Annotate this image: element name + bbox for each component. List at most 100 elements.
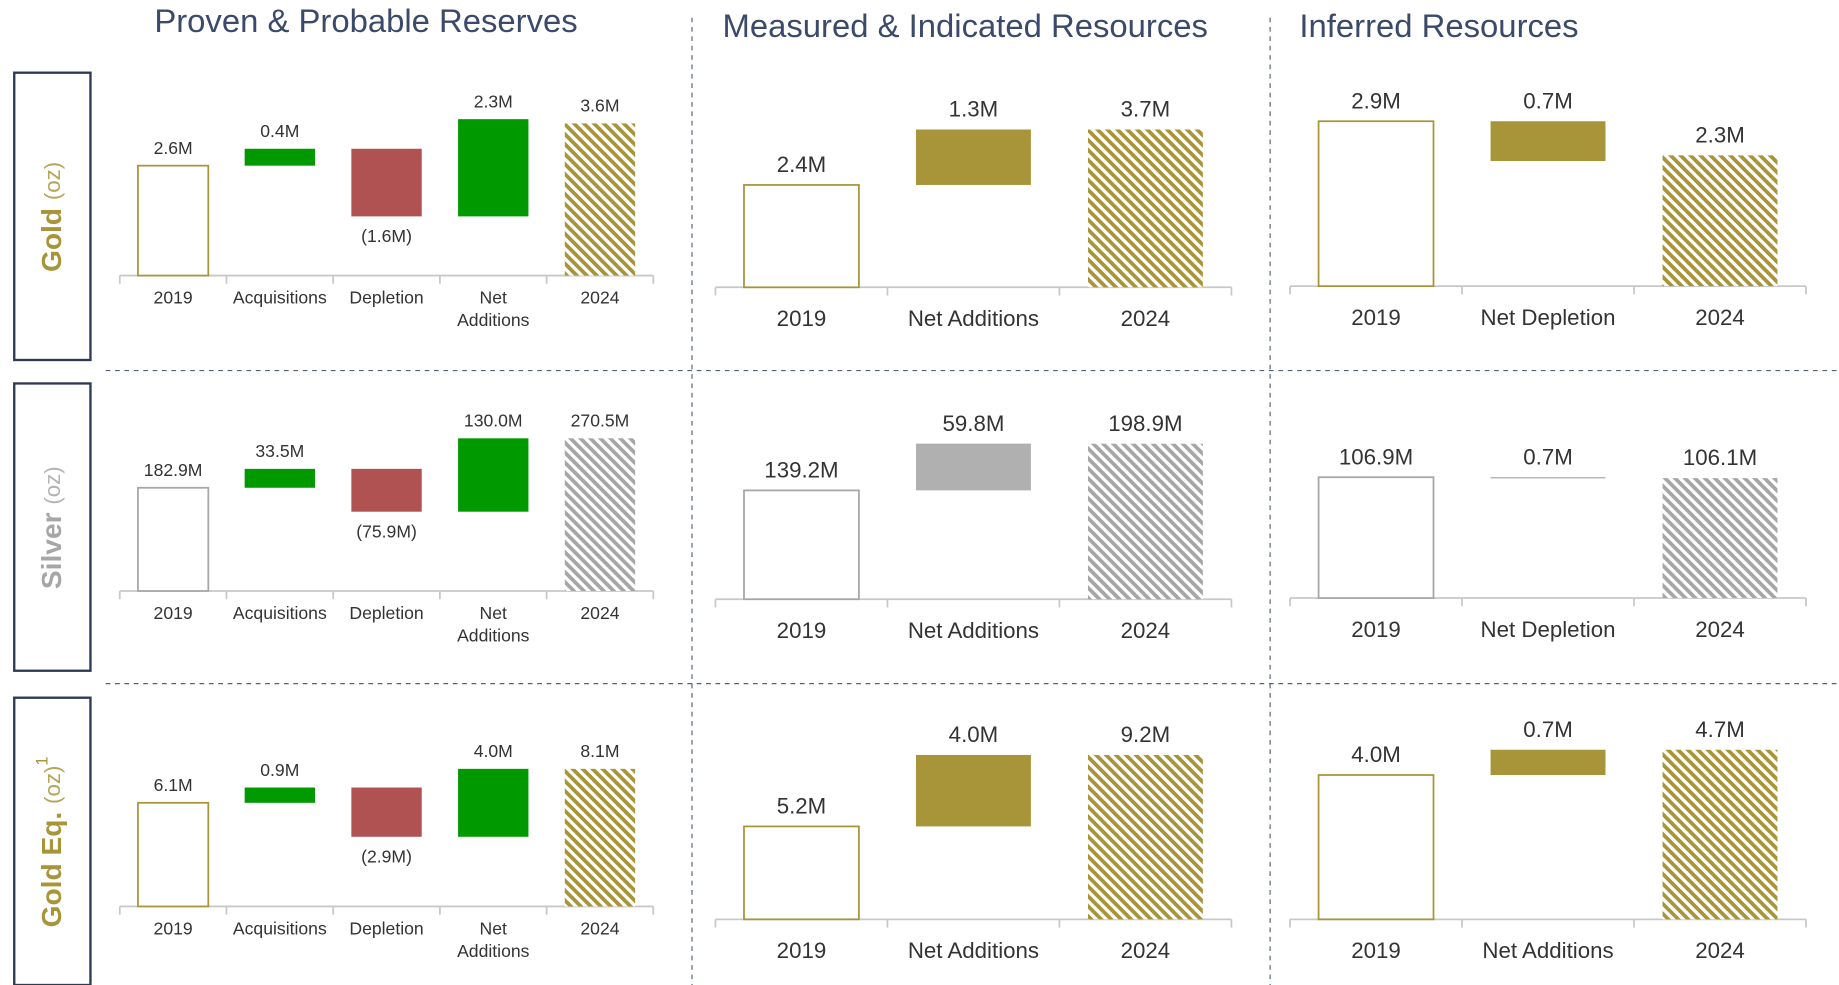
bar [1490,749,1606,776]
category-label: Net Depletion [1481,617,1616,642]
bar [915,129,1031,185]
category-label: Net Additions [908,618,1039,643]
category-label: 2019 [1351,938,1401,963]
bar [1317,120,1435,287]
value-label: 198.9M [1108,411,1182,436]
value-label: 182.9M [144,460,203,480]
value-label: 2.3M [1695,122,1744,147]
category-label: 2019 [1351,617,1401,642]
bar [564,438,636,591]
value-label: 4.0M [949,722,999,747]
value-label: 106.9M [1339,444,1413,469]
row-label: Gold Eq. (oz)1 [34,756,68,927]
bar [1317,476,1435,599]
value-label: 1.3M [949,97,999,122]
category-label: 2019 [777,618,827,643]
category-label: Net Additions [457,919,530,962]
category-label: 2024 [580,603,620,624]
value-label: 270.5M [571,411,630,431]
bar [458,768,529,837]
category-label: Acquisitions [232,919,327,940]
category-label: Net Additions [457,603,530,647]
category-label: Depletion [349,919,424,940]
bar [743,184,860,289]
bar [915,443,1031,491]
bar [137,801,210,908]
value-label: 0.9M [260,760,299,780]
value-label: 59.8M [942,411,1004,436]
bar [1087,443,1203,600]
category-label: 2019 [777,938,827,963]
bar [915,754,1031,827]
category-label: Net Additions [457,288,530,331]
value-label: 106.1M [1683,445,1757,470]
value-label: (75.9M) [356,521,417,541]
bar [458,119,529,217]
bar [1087,754,1203,920]
category-label: 2019 [1351,305,1401,330]
bar [458,438,529,512]
column-title: Inferred Resources [1299,7,1578,44]
row-unit: (oz) [40,766,65,804]
bar [1662,749,1778,920]
value-label: 2.9M [1351,88,1400,113]
row-name: Gold Eq. [37,812,68,928]
value-label: 2.4M [777,152,827,177]
row-box [13,71,92,362]
row-label: Gold (oz) [37,162,68,272]
column-title: Proven & Probable Reserves [154,2,577,39]
column-title: Measured & Indicated Resources [723,7,1208,44]
bar [351,148,422,217]
value-label: 5.2M [777,794,827,819]
category-label: 2024 [1695,305,1745,330]
bar [1317,774,1435,921]
category-label: 2024 [1121,938,1171,963]
row-name: Silver [37,512,68,589]
row-name: Gold [37,208,68,272]
category-label: Acquisitions [232,288,327,309]
category-label: Net Additions [908,938,1039,963]
bar [244,787,316,803]
value-label: 4.0M [1351,742,1400,767]
bar [743,489,860,601]
row-note: 1 [34,756,52,765]
bar [564,123,636,276]
category-label: Depletion [349,603,424,624]
value-label: 6.1M [154,775,193,795]
bar [564,768,636,907]
value-label: (1.6M) [361,226,412,246]
value-label: 4.7M [1695,717,1744,742]
value-label: 3.6M [580,96,619,116]
bar [137,486,210,592]
row-unit: (oz) [40,162,65,200]
category-label: 2024 [1121,618,1171,643]
value-label: 9.2M [1121,722,1171,747]
value-label: 0.4M [260,121,299,141]
category-label: 2024 [1121,306,1171,331]
value-label: 0.7M [1523,444,1573,469]
value-label: 3.7M [1121,97,1171,122]
category-label: Depletion [349,288,424,309]
category-label: 2019 [153,288,193,309]
row-box [13,696,92,985]
value-label: 0.7M [1523,717,1573,742]
bar [743,825,860,921]
value-label: 33.5M [255,441,304,461]
bar [1662,478,1778,599]
value-label: (2.9M) [361,847,412,867]
category-label: Net Additions [1482,938,1613,963]
category-label: 2019 [153,603,193,624]
value-label: 2.6M [154,138,193,158]
bar [1490,477,1606,479]
bar [1662,155,1778,287]
row-box [13,382,92,672]
category-label: 2024 [580,919,620,940]
value-label: 8.1M [580,741,619,761]
category-label: Net Additions [908,306,1039,331]
value-label: 130.0M [464,411,523,431]
bar [351,468,422,512]
category-label: Acquisitions [232,603,327,624]
value-label: 4.0M [474,741,513,761]
bar [244,468,316,488]
